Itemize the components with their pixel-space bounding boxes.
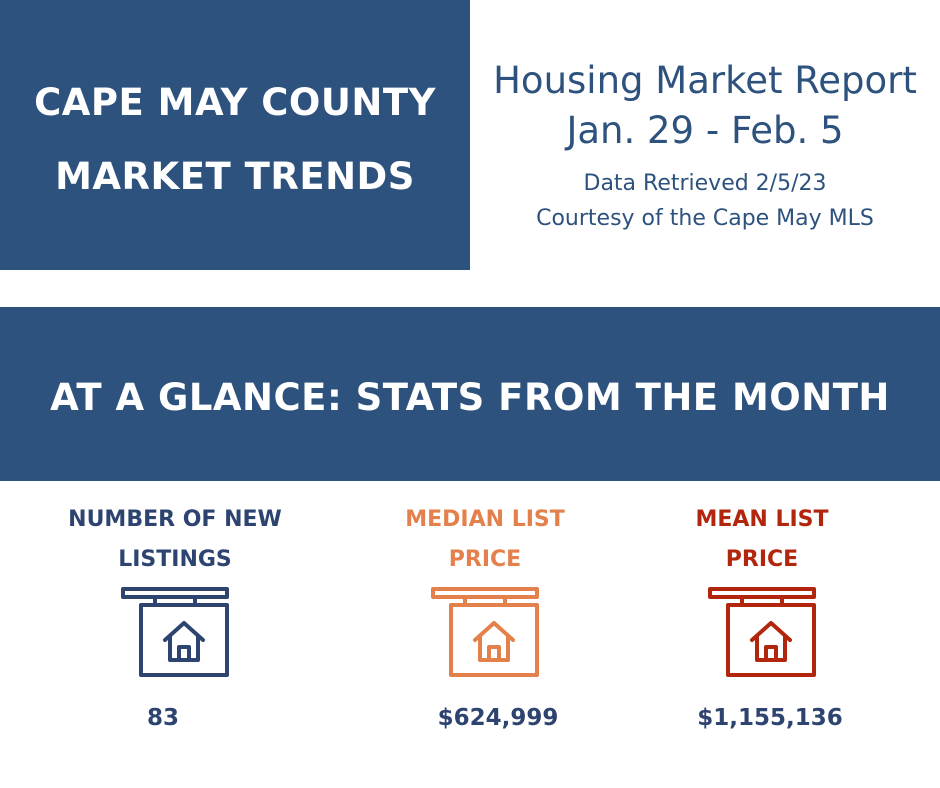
- report-courtesy: Courtesy of the Cape May MLS: [536, 206, 874, 231]
- stat-label-line-1: MEAN LIST: [695, 507, 829, 532]
- report-info: Housing Market Report Jan. 29 - Feb. 5 D…: [470, 0, 940, 270]
- report-date-range: Jan. 29 - Feb. 5: [566, 109, 844, 152]
- stat-label-line-1: NUMBER OF NEW: [68, 507, 282, 532]
- stat-label: MEDIAN LIST PRICE: [335, 500, 635, 580]
- house-sign-icon: [431, 587, 539, 677]
- report-title: Housing Market Report: [493, 59, 917, 102]
- title-banner: CAPE MAY COUNTY MARKET TRENDS: [0, 0, 470, 270]
- house-sign-icon: [121, 587, 229, 677]
- stat-label-line-1: MEDIAN LIST: [405, 507, 565, 532]
- stat-value: 83: [146, 705, 179, 731]
- report-retrieved: Data Retrieved 2/5/23: [583, 171, 827, 196]
- stat-label: MEAN LIST PRICE: [612, 500, 912, 580]
- stat-median-list-price: MEDIAN LIST PRICE $624,999: [335, 500, 635, 731]
- stat-label: NUMBER OF NEW LISTINGS: [25, 500, 325, 580]
- title-line-1: CAPE MAY COUNTY: [34, 81, 436, 124]
- house-sign-icon: [708, 587, 816, 677]
- glance-banner: AT A GLANCE: STATS FROM THE MONTH: [0, 307, 940, 481]
- stat-value: $1,155,136: [697, 705, 843, 731]
- stat-label-line-2: LISTINGS: [118, 547, 232, 572]
- stat-label-line-2: PRICE: [448, 547, 522, 572]
- glance-title: AT A GLANCE: STATS FROM THE MONTH: [50, 375, 890, 419]
- stat-mean-list-price: MEAN LIST PRICE $1,155,136: [612, 500, 912, 731]
- stat-new-listings: NUMBER OF NEW LISTINGS 83: [25, 500, 325, 731]
- stat-value: $624,999: [437, 705, 559, 731]
- title-line-2: MARKET TRENDS: [55, 155, 415, 198]
- stat-label-line-2: PRICE: [725, 547, 799, 572]
